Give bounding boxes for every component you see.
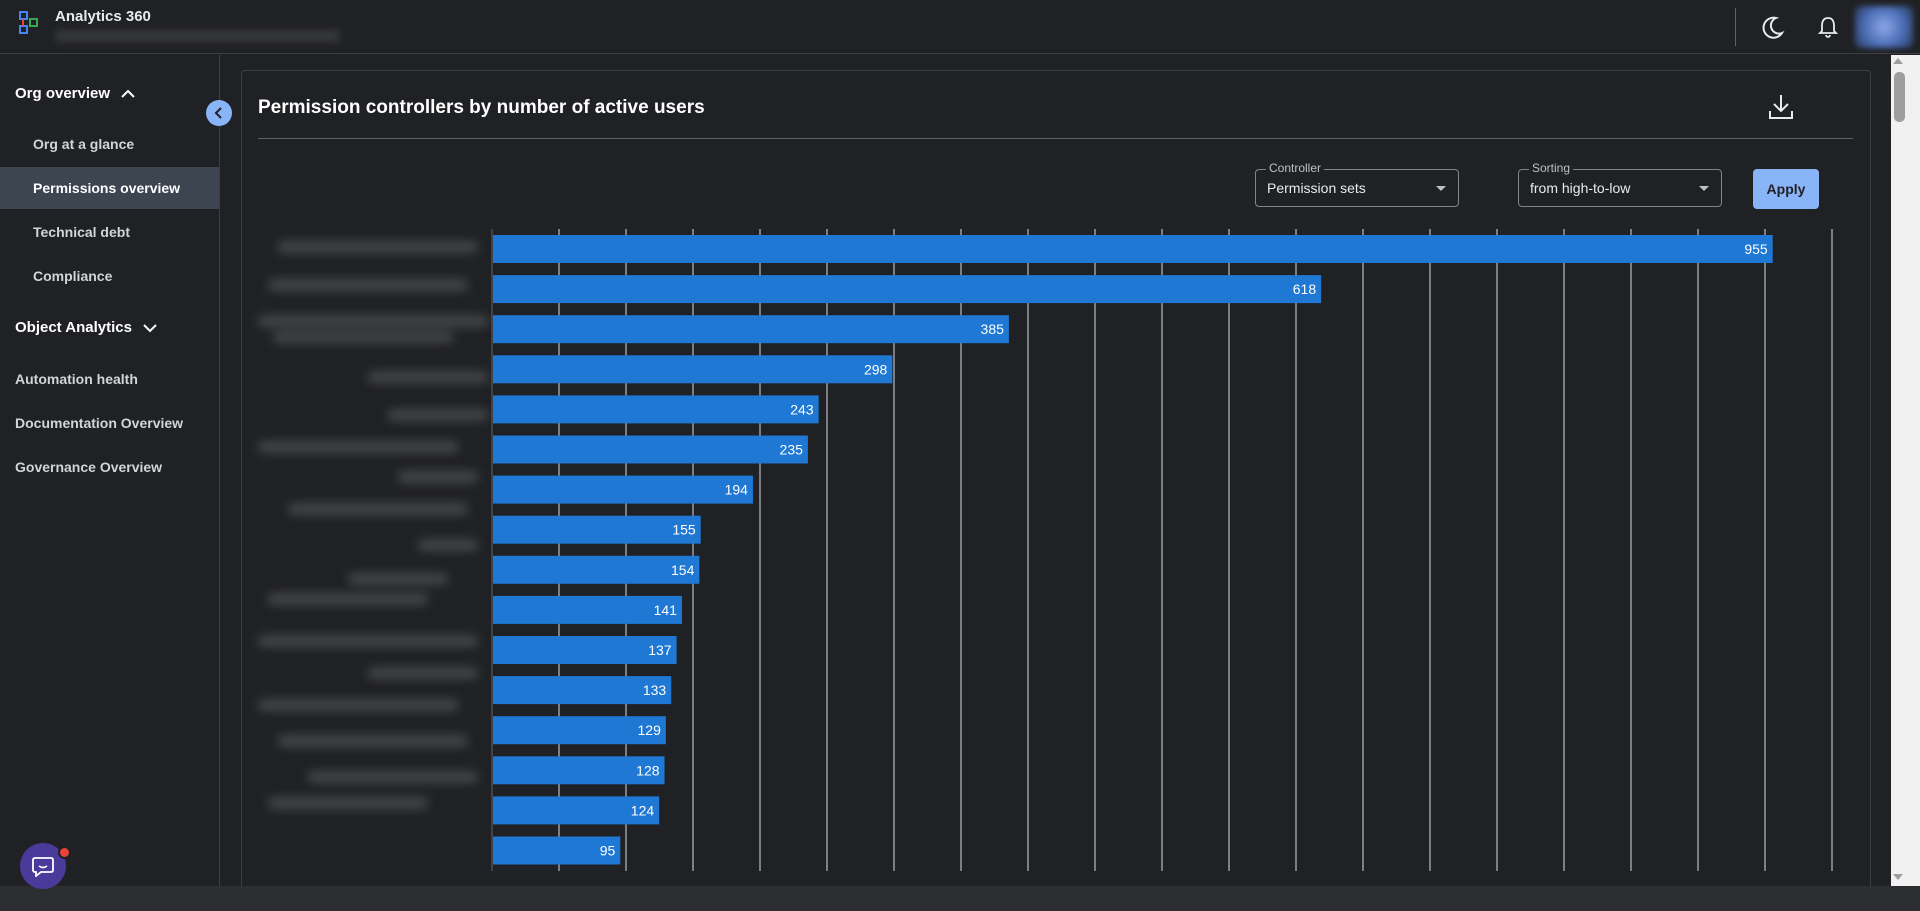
chart-bar[interactable] (493, 595, 682, 624)
chart-bar[interactable] (493, 796, 660, 825)
notification-dot (58, 846, 71, 859)
bar-value-label: 154 (671, 562, 695, 578)
bar-value-label: 385 (981, 321, 1005, 337)
sidebar: Org overview Org at a glance Permissions… (0, 55, 220, 886)
caret-down-icon (1436, 186, 1446, 191)
sidebar-collapse-button[interactable] (206, 100, 232, 126)
scroll-up-arrow-icon[interactable] (1893, 58, 1903, 64)
chart-bar[interactable] (493, 555, 700, 584)
bar-chart: 955 618 385 298 243 235 194 155 154 141 137 133 129 1… (491, 229, 1833, 871)
chevron-down-icon (143, 323, 157, 332)
bar-value-label: 298 (864, 361, 888, 377)
app-logo-icon (19, 11, 38, 34)
controller-select[interactable]: Controller Permission sets (1255, 161, 1459, 207)
controller-select-value: Permission sets (1267, 180, 1366, 196)
chart-bar[interactable] (493, 315, 1009, 344)
chart-title: Permission controllers by number of acti… (258, 97, 705, 118)
bar-value-label: 129 (638, 722, 662, 738)
bar-value-label: 124 (631, 802, 655, 818)
nav-group-object-analytics[interactable]: Object Analytics (15, 319, 158, 336)
chevron-left-icon (214, 107, 222, 119)
chart-bar[interactable] (493, 395, 819, 424)
top-bar: Analytics 360 (0, 0, 1920, 54)
chart-bar[interactable] (493, 355, 893, 384)
sidebar-item-technical-debt[interactable]: Technical debt (33, 224, 130, 240)
panel-divider (258, 138, 1853, 139)
bar-value-label: 235 (780, 442, 804, 458)
bar-value-label: 133 (643, 682, 667, 698)
active-nav-highlight (0, 167, 219, 209)
sidebar-item-compliance[interactable]: Compliance (33, 268, 113, 284)
sorting-select[interactable]: Sorting from high-to-low (1518, 161, 1722, 207)
nav-group-label: Object Analytics (15, 319, 132, 336)
bar-value-label: 137 (648, 642, 672, 658)
sidebar-item-documentation-overview[interactable]: Documentation Overview (15, 415, 184, 431)
download-icon[interactable] (1766, 91, 1796, 123)
chart-bar[interactable] (493, 515, 701, 544)
bar-value-label: 141 (654, 602, 678, 618)
avatar[interactable] (1855, 6, 1913, 48)
bar-value-label: 194 (725, 482, 749, 498)
chart-bar[interactable] (493, 475, 753, 504)
controller-select-label: Controller (1266, 161, 1325, 175)
caret-down-icon (1699, 186, 1709, 191)
chart-bar[interactable] (493, 716, 666, 745)
category-labels-redacted (248, 231, 492, 911)
sidebar-item-automation-health[interactable]: Automation health (15, 371, 138, 387)
app-subtitle-redacted (55, 30, 340, 42)
bar-value-label: 955 (1744, 241, 1768, 257)
chart-bar[interactable] (493, 676, 672, 705)
scroll-down-arrow-icon[interactable] (1893, 874, 1903, 880)
chart-bar[interactable] (493, 756, 665, 785)
sidebar-item-governance-overview[interactable]: Governance Overview (15, 459, 163, 475)
chart-bar[interactable] (493, 636, 677, 664)
bottom-bar (0, 886, 1920, 911)
nav-group-label: Org overview (15, 85, 111, 102)
sorting-select-label: Sorting (1529, 161, 1574, 175)
app-title: Analytics 360 (55, 8, 151, 25)
top-divider (1735, 8, 1736, 46)
sidebar-item-permissions-overview[interactable]: Permissions overview (33, 180, 181, 196)
moon-icon[interactable] (1759, 13, 1787, 41)
sidebar-item-org-at-a-glance[interactable]: Org at a glance (33, 136, 135, 152)
scroll-thumb[interactable] (1894, 72, 1905, 122)
bell-icon[interactable] (1814, 13, 1842, 41)
chart-card: Permission controllers by number of acti… (241, 70, 1871, 911)
page-scrollbar[interactable] (1891, 55, 1920, 886)
bar-value-label: 95 (600, 843, 616, 859)
nav-group-org-overview[interactable]: Org overview (15, 85, 136, 102)
bar-value-label: 243 (790, 401, 814, 417)
bar-value-label: 155 (672, 522, 696, 538)
chat-icon (32, 857, 54, 877)
bar-value-label: 128 (636, 762, 660, 778)
sorting-select-value: from high-to-low (1530, 180, 1631, 196)
chart-bar[interactable] (493, 275, 1322, 304)
chevron-up-icon (121, 89, 135, 98)
chart-bar[interactable] (493, 435, 808, 464)
bar-value-label: 618 (1293, 281, 1317, 297)
chart-bar[interactable] (493, 836, 621, 865)
chart-bar[interactable] (493, 235, 1773, 263)
apply-button[interactable]: Apply (1753, 169, 1819, 209)
